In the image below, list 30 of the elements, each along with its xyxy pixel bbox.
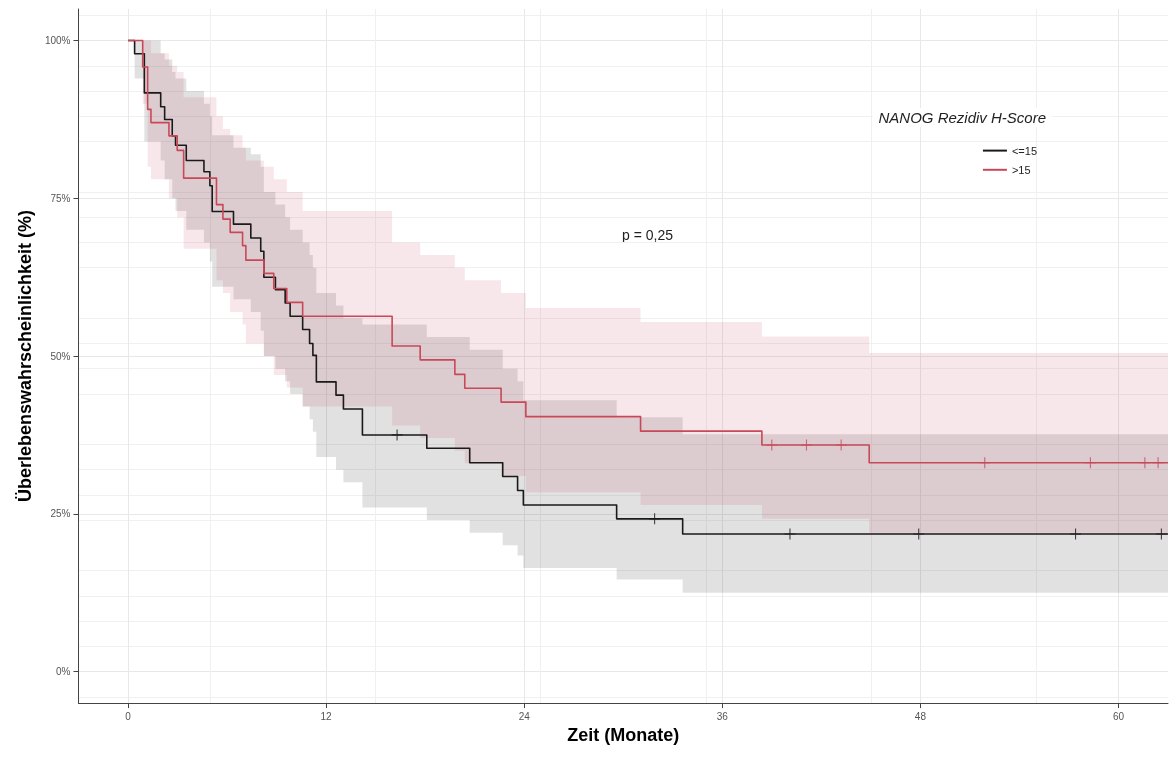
point bbox=[766, 439, 778, 451]
point bbox=[1152, 457, 1164, 469]
point bbox=[1070, 528, 1082, 540]
point bbox=[800, 439, 812, 451]
legend-label: >15 bbox=[1011, 163, 1031, 176]
point bbox=[784, 528, 796, 540]
annotation: p = 0,25 bbox=[622, 227, 674, 243]
point bbox=[1084, 457, 1096, 469]
x-tick-label: 12 bbox=[320, 710, 333, 722]
point bbox=[835, 439, 847, 451]
point bbox=[1155, 528, 1167, 540]
point bbox=[1139, 457, 1151, 469]
x-axis-title: Zeit (Monate) bbox=[567, 725, 680, 745]
point bbox=[913, 528, 925, 540]
point bbox=[391, 429, 403, 441]
x-tick-label: 24 bbox=[518, 710, 531, 722]
x-tick-label: 60 bbox=[1112, 710, 1125, 722]
x-tick-label: 48 bbox=[914, 710, 927, 722]
y-tick-label: 0% bbox=[56, 666, 71, 678]
x-tick-label: 0 bbox=[125, 710, 132, 722]
x-tick-label: 36 bbox=[716, 710, 729, 722]
y-tick-label: 50% bbox=[50, 350, 71, 362]
y-tick-label: 100% bbox=[44, 35, 71, 47]
point bbox=[979, 457, 991, 469]
legend-title: NANOG Rezidiv H-Score bbox=[878, 109, 1047, 126]
y-axis-title: Überlebenswahrscheinlichkeit (%) bbox=[15, 210, 35, 503]
y-tick-label: 25% bbox=[50, 508, 71, 520]
y-tick-label: 75% bbox=[50, 192, 71, 204]
point bbox=[649, 513, 661, 525]
legend-label: <=15 bbox=[1011, 144, 1038, 157]
